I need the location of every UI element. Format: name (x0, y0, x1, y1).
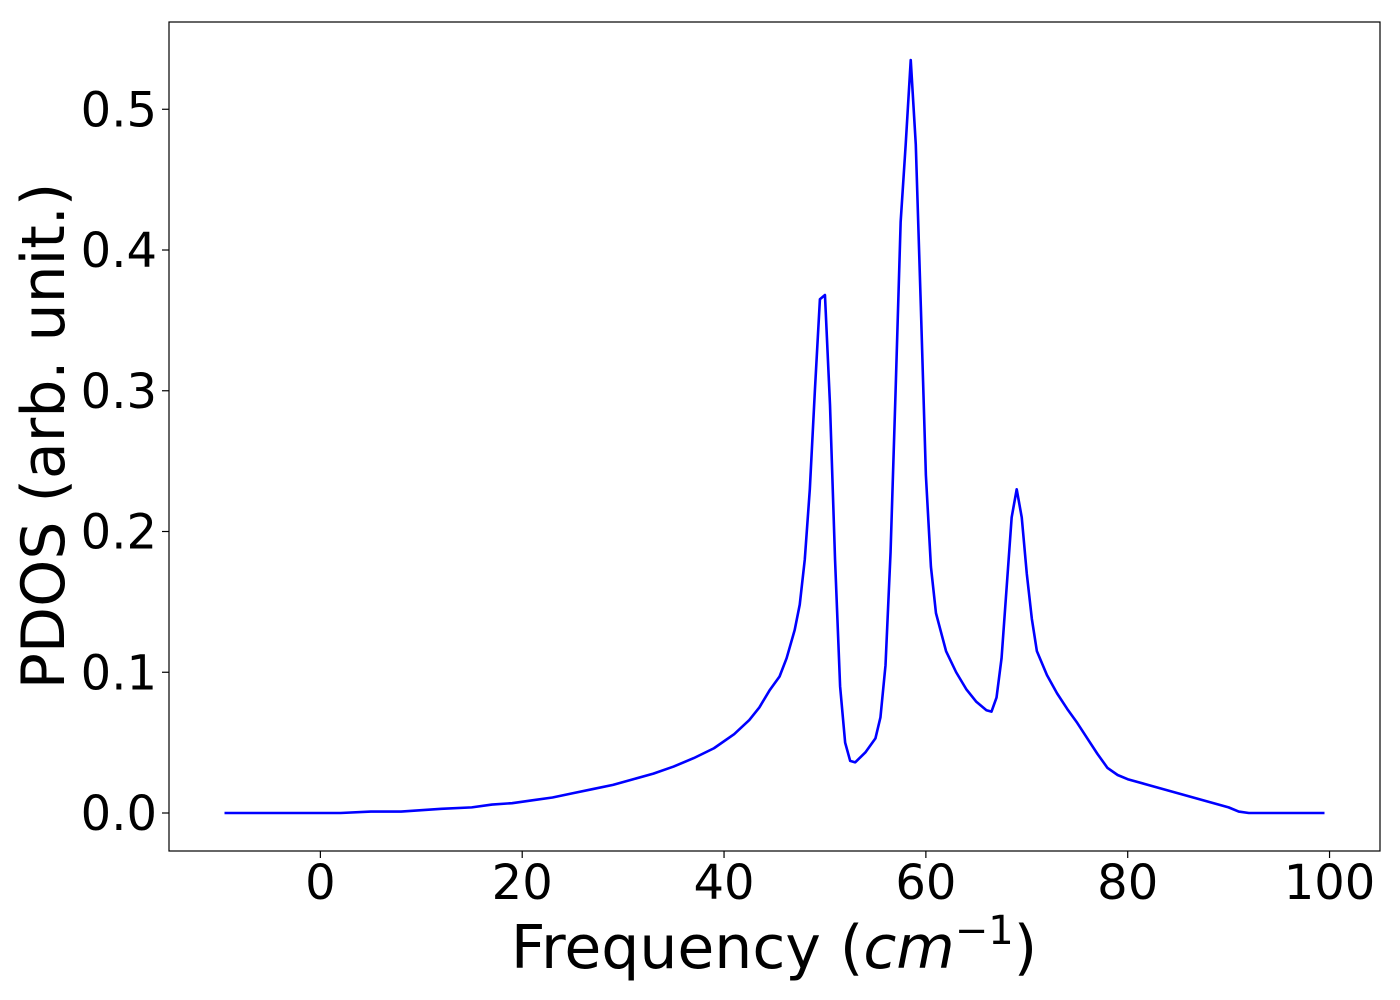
x-axis-label-prefix: Frequency ( (511, 913, 863, 983)
x-tick-label: 80 (1097, 855, 1158, 911)
y-tick-label: 0.5 (81, 82, 157, 138)
y-tick-label: 0.0 (81, 786, 157, 842)
y-tick-label: 0.1 (81, 645, 157, 701)
x-axis-label-exponent: −1 (955, 908, 1014, 954)
x-axis: 0 20 40 60 80 100 (305, 851, 1375, 911)
pdos-series-line (224, 58, 1325, 815)
y-axis: 0.0 0.1 0.2 0.3 0.4 0.5 (81, 82, 169, 842)
x-tick-label: 100 (1284, 855, 1376, 911)
y-tick-label: 0.2 (81, 505, 157, 561)
x-axis-label-suffix: ) (1014, 913, 1037, 983)
x-tick-label: 60 (895, 855, 956, 911)
x-axis-label-unit: cm (863, 913, 954, 983)
x-tick-label: 40 (694, 855, 755, 911)
y-axis-label: PDOS (arb. unit.) (9, 183, 79, 690)
plot-frame (168, 21, 1381, 852)
plot-area (224, 58, 1325, 815)
x-axis-label: Frequency (cm−1) (511, 908, 1037, 983)
x-tick-label: 20 (492, 855, 553, 911)
y-tick-label: 0.4 (81, 223, 157, 279)
y-tick-label: 0.3 (81, 364, 157, 420)
x-tick-label: 0 (305, 855, 336, 911)
